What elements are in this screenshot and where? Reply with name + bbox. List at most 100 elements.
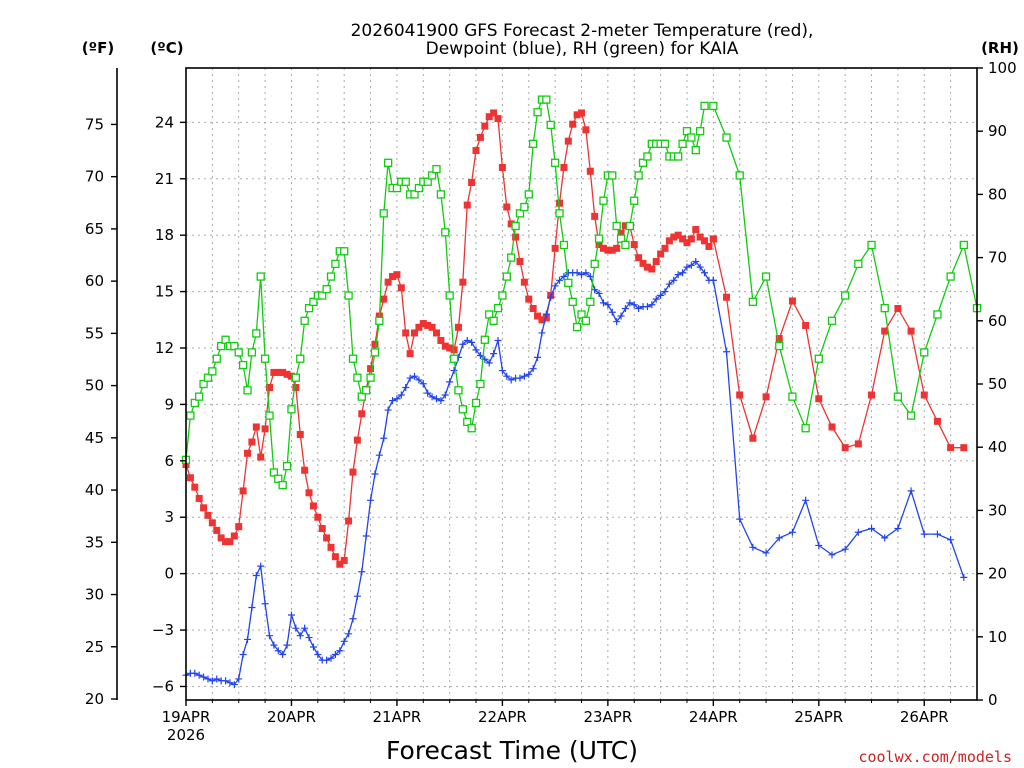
temperature-point xyxy=(529,305,537,313)
temperature-point xyxy=(854,440,862,448)
rh-point xyxy=(520,202,529,212)
temperature-point xyxy=(841,444,849,452)
dewpoint-point xyxy=(411,372,419,380)
dewpoint-point xyxy=(534,353,542,361)
left-axis-unit-celsius: (ºC) xyxy=(150,39,183,57)
temperature-point xyxy=(920,391,928,399)
temperature-point xyxy=(327,543,335,551)
x-tick-label: 19APR xyxy=(162,708,211,726)
temperature-point xyxy=(353,436,361,444)
dewpoint-point xyxy=(239,650,247,658)
rh-tick-label: 10 xyxy=(988,628,1007,646)
rh-tick-label: 100 xyxy=(988,59,1017,77)
rh-point xyxy=(827,316,837,325)
rh-point xyxy=(480,335,489,344)
dewpoint-point xyxy=(679,269,687,277)
dewpoint-point xyxy=(222,677,230,685)
rh-point xyxy=(489,316,498,325)
plot-frame xyxy=(185,67,978,701)
data-series xyxy=(181,95,982,689)
rh-point xyxy=(331,259,340,269)
rh-point xyxy=(454,386,463,395)
rh-point xyxy=(660,139,670,148)
temperature-point xyxy=(468,179,476,187)
fahrenheit-tick-label: 45 xyxy=(85,429,104,447)
rh-point xyxy=(761,272,771,281)
dewpoint-point xyxy=(270,641,278,649)
temperature-point xyxy=(503,203,511,211)
rh-point xyxy=(344,291,353,300)
rh-point xyxy=(278,480,287,490)
rh-point xyxy=(507,253,516,262)
dewpoint-point xyxy=(907,487,915,495)
rh-tick-label: 50 xyxy=(988,375,1007,393)
celsius-tick-label: 18 xyxy=(155,226,174,244)
dewpoint-point xyxy=(226,679,234,687)
temperature-point xyxy=(608,246,616,254)
rh-point xyxy=(379,209,388,218)
temperature-point xyxy=(481,122,489,130)
rh-point xyxy=(247,348,257,357)
temperature-point xyxy=(222,538,230,546)
dewpoint-point xyxy=(788,528,796,536)
chart-title-line-2: Dewpoint (blue), RH (green) for KAIA xyxy=(426,39,739,59)
rh-point xyxy=(515,209,525,218)
rh-point xyxy=(559,240,569,250)
dewpoint-point xyxy=(314,650,322,658)
dewpoint-point xyxy=(397,391,405,399)
temperature-point xyxy=(556,199,564,207)
dewpoint-point xyxy=(670,276,678,284)
temperature-point xyxy=(648,265,656,273)
temperature-point xyxy=(463,201,471,209)
dewpoint-point xyxy=(274,647,282,655)
rh-point xyxy=(238,360,248,370)
rh-point xyxy=(621,240,630,250)
rh-point xyxy=(265,411,274,420)
temperature-point xyxy=(692,226,700,234)
temperature-point xyxy=(881,327,889,335)
temperature-point xyxy=(679,235,687,243)
dewpoint-point xyxy=(441,391,449,399)
temperature-point xyxy=(802,321,810,329)
temperature-point xyxy=(424,321,432,329)
temperature-point xyxy=(217,534,225,542)
rh-point xyxy=(221,335,230,344)
dewpoint-point xyxy=(406,374,414,382)
temperature-point xyxy=(635,254,643,262)
rh-point xyxy=(375,316,384,325)
dewpoint-point xyxy=(287,611,295,619)
x-year-label: 2026 xyxy=(167,726,205,744)
dewpoint-point xyxy=(547,293,555,301)
rh-tick-label: 90 xyxy=(988,122,1007,140)
x-tick-label: 22APR xyxy=(478,708,527,726)
rh-point xyxy=(392,183,402,193)
fahrenheit-tick-label: 50 xyxy=(85,377,104,395)
dewpoint-point xyxy=(578,271,585,279)
rh-point xyxy=(920,348,929,357)
rh-point xyxy=(691,146,700,155)
dewpoint-point xyxy=(665,280,673,288)
rh-point xyxy=(304,304,314,313)
rh-point xyxy=(502,272,511,281)
rh-point xyxy=(581,316,591,325)
rh-point xyxy=(291,373,301,382)
celsius-tick-label: 21 xyxy=(155,170,174,188)
dewpoint-point xyxy=(604,301,612,309)
dewpoint-point xyxy=(815,541,823,549)
dewpoint-point xyxy=(947,536,955,544)
rh-point xyxy=(700,101,709,111)
dewpoint-point xyxy=(230,681,238,689)
dewpoint-point xyxy=(635,305,643,313)
rh-point xyxy=(296,354,305,363)
temperature-point xyxy=(459,278,467,286)
dewpoint-point xyxy=(538,329,546,337)
rh-point xyxy=(906,411,916,420)
temperature-point xyxy=(248,438,256,446)
rh-point xyxy=(432,164,441,174)
temperature-point xyxy=(397,284,405,292)
dewpoint-point xyxy=(432,395,440,403)
dewpoint-point xyxy=(494,336,502,344)
temperature-point xyxy=(349,468,357,476)
dewpoint-point xyxy=(595,289,603,297)
dewpoint-point xyxy=(393,395,401,403)
